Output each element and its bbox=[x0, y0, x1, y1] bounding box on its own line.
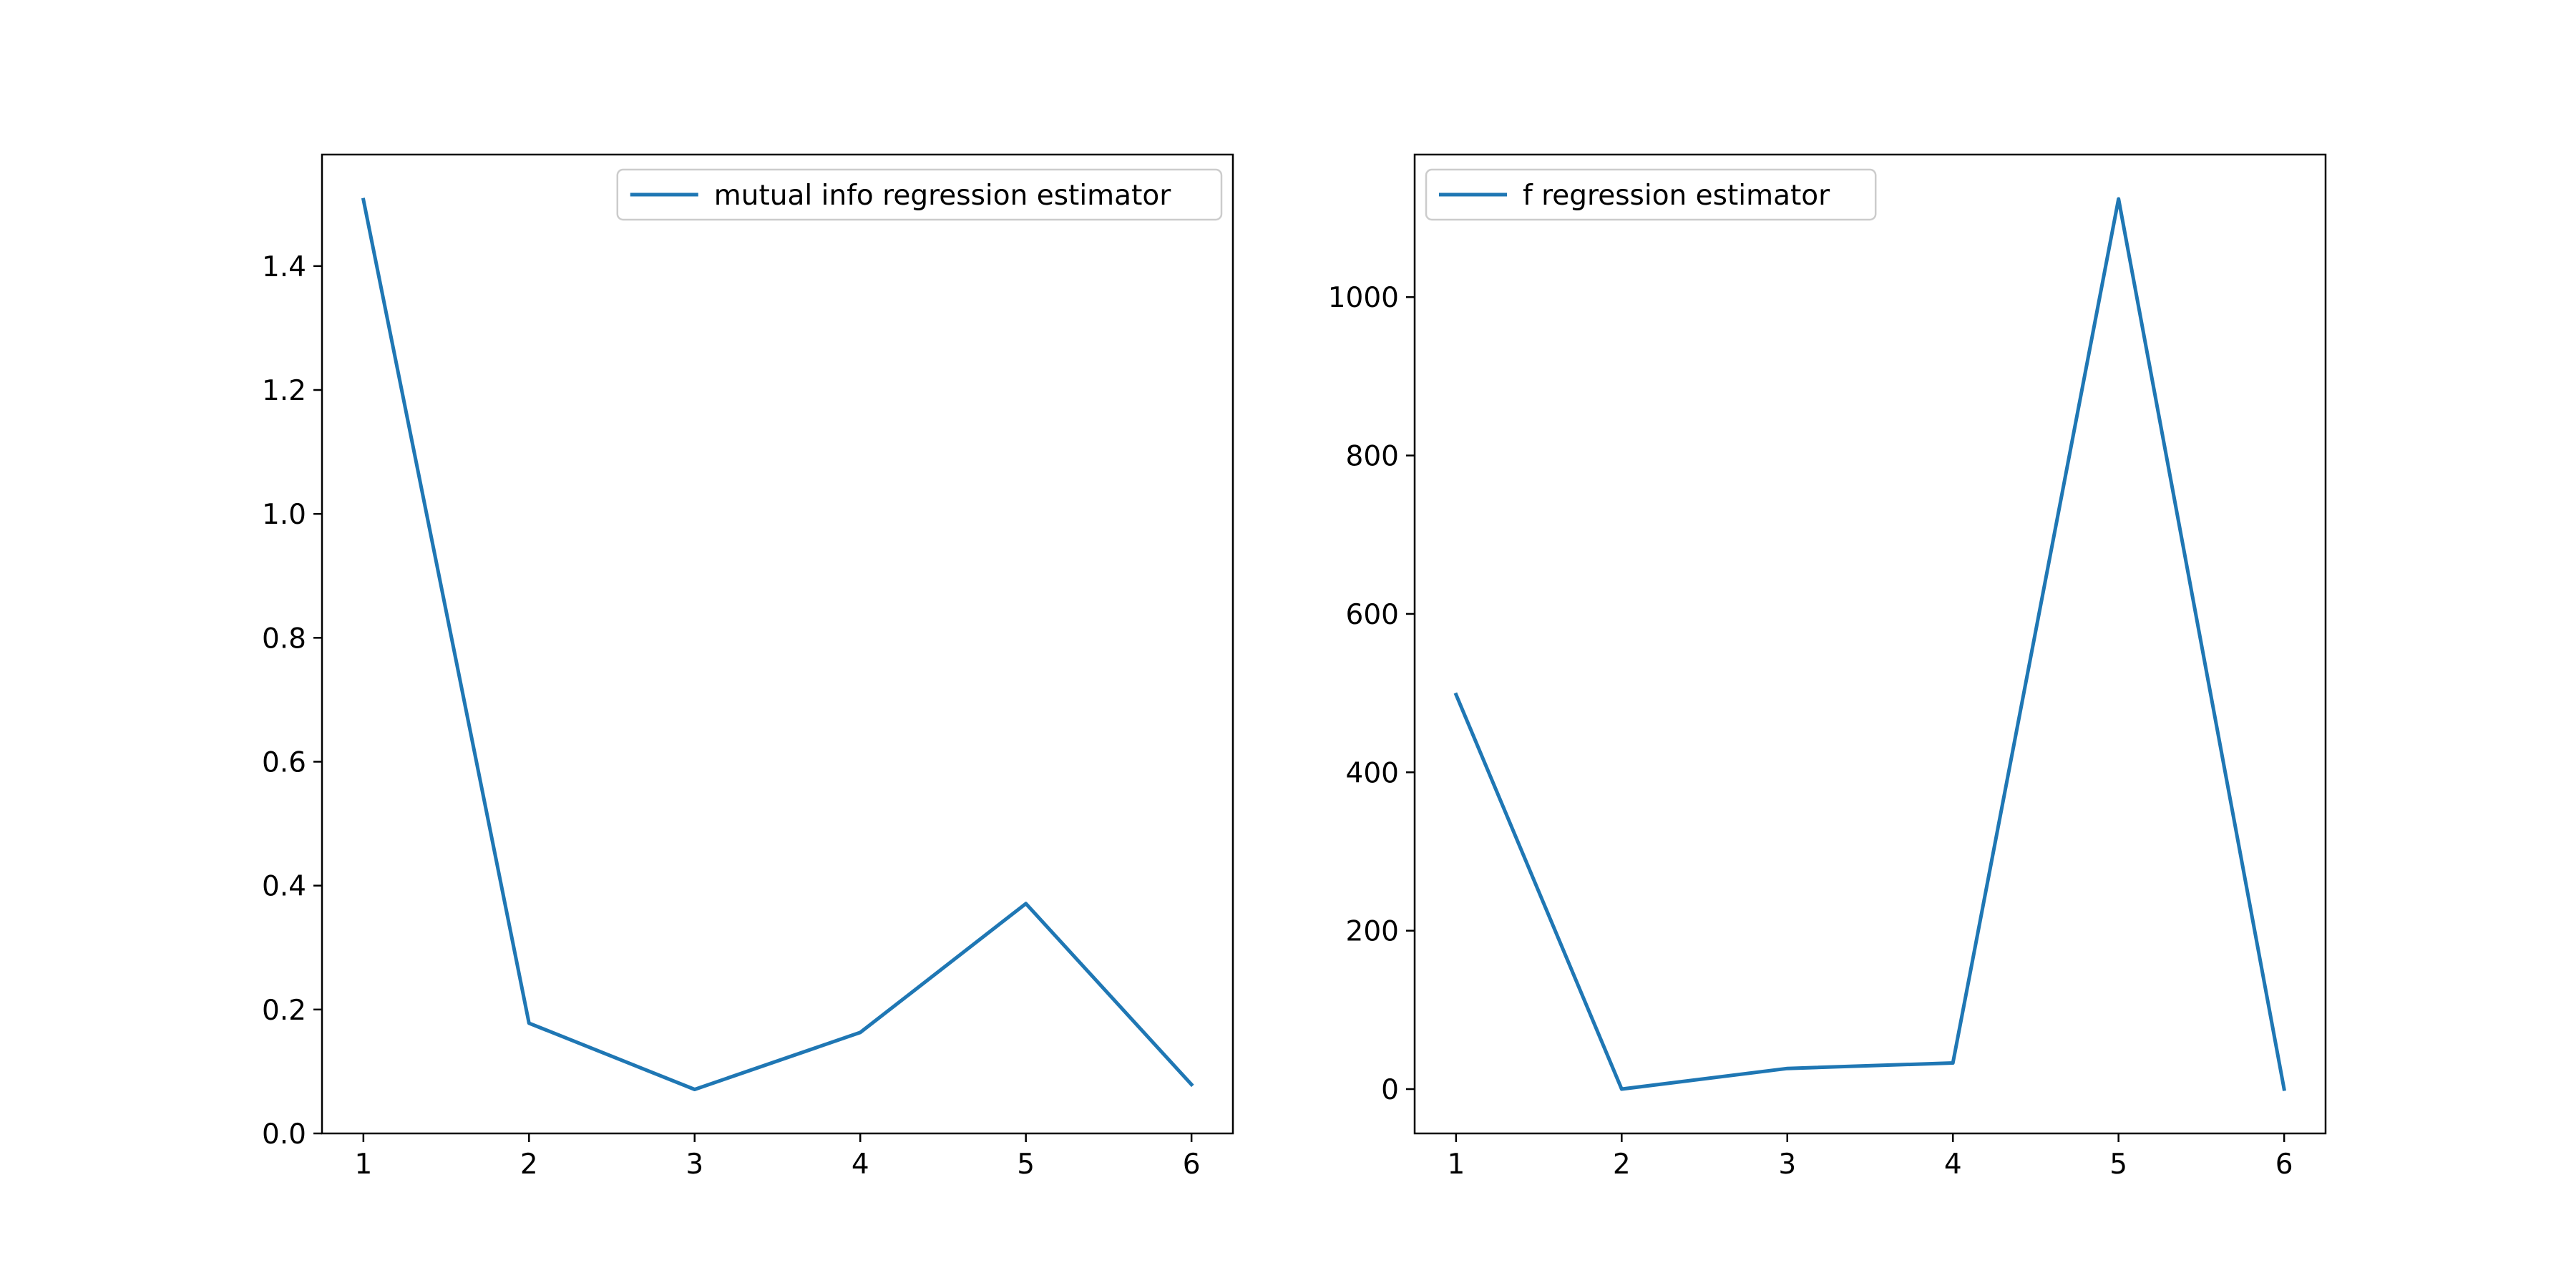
left-y-tick-label: 0.4 bbox=[262, 871, 306, 903]
right-chart-f-regression: 1 2 3 4 5 6 0 200 400 600 800 1000 f regression esti… bbox=[1328, 153, 2327, 1181]
left-y-tick-label: 0.6 bbox=[262, 747, 306, 779]
right-legend-label: f regression estimator bbox=[1523, 180, 1830, 212]
left-y-tick-label: 0.8 bbox=[262, 623, 306, 655]
left-x-tick-label: 2 bbox=[520, 1148, 538, 1181]
left-x-tick-label: 4 bbox=[852, 1148, 869, 1181]
right-series-line-0 bbox=[1453, 197, 2287, 1091]
right-y-tick-label: 1000 bbox=[1328, 282, 1399, 314]
right-y-tick-label: 400 bbox=[1346, 757, 1399, 789]
right-y-tick-label: 0 bbox=[1381, 1074, 1399, 1106]
right-y-tick-label: 800 bbox=[1346, 441, 1399, 473]
right-x-tick-label: 5 bbox=[2109, 1148, 2127, 1181]
left-y-tick-label: 0.0 bbox=[262, 1118, 306, 1151]
left-y-tick-label: 1.0 bbox=[262, 499, 306, 531]
left-legend-box bbox=[616, 168, 1223, 221]
left-y-tick-label: 1.4 bbox=[262, 251, 306, 283]
left-x-tick-label: 3 bbox=[686, 1148, 703, 1181]
left-x-tick-label: 1 bbox=[354, 1148, 372, 1181]
left-x-tick-label: 5 bbox=[1017, 1148, 1035, 1181]
right-x-tick-label: 3 bbox=[1778, 1148, 1796, 1181]
left-legend-label: mutual info regression estimator bbox=[714, 180, 1171, 212]
right-legend: f regression estimator bbox=[1425, 168, 1877, 221]
right-x-tick-label: 6 bbox=[2275, 1148, 2293, 1181]
right-y-tick-label: 600 bbox=[1346, 599, 1399, 631]
right-x-tick-label: 1 bbox=[1447, 1148, 1465, 1181]
left-chart-mutual-info: 1 2 3 4 5 6 0.0 0.2 0.4 0.6 0.8 1.0 1.2 1.4 mutual inf… bbox=[262, 153, 1234, 1181]
left-y-tick-label: 1.2 bbox=[262, 375, 306, 407]
right-plot-frame bbox=[1413, 153, 2327, 1135]
right-y-tick-label: 200 bbox=[1346, 916, 1399, 948]
right-legend-box bbox=[1425, 168, 1877, 221]
right-x-tick-label: 2 bbox=[1613, 1148, 1631, 1181]
left-x-tick-label: 6 bbox=[1183, 1148, 1201, 1181]
left-y-tick-label: 0.2 bbox=[262, 995, 306, 1027]
right-x-tick-label: 4 bbox=[1944, 1148, 1962, 1181]
left-series-line-0 bbox=[361, 197, 1194, 1091]
left-legend: mutual info regression estimator bbox=[616, 168, 1223, 221]
left-plot-frame bbox=[321, 153, 1234, 1135]
